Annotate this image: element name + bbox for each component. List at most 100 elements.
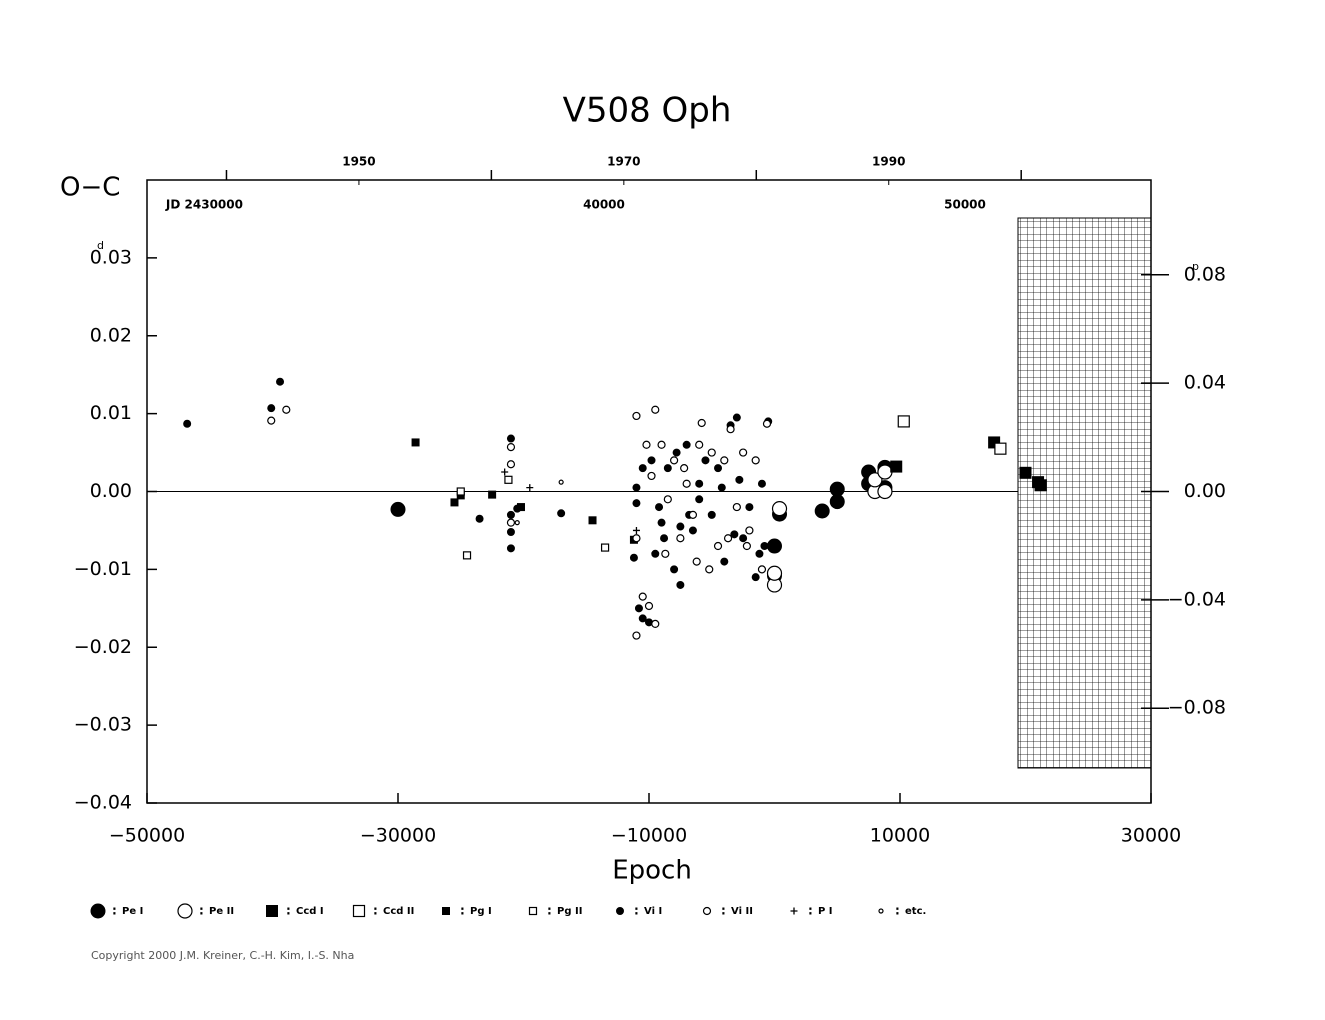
point (680, 464, 689, 473)
point (695, 440, 704, 449)
point (897, 415, 910, 428)
jd-label: 40000 (583, 198, 625, 212)
point (757, 565, 767, 574)
point (745, 526, 754, 535)
point (638, 614, 647, 623)
point (514, 520, 520, 526)
point (655, 503, 664, 512)
legend-label: Pe I (122, 906, 143, 917)
legend-marker (266, 905, 278, 917)
point (695, 479, 704, 488)
y-tick-label: −0.03 (74, 714, 132, 736)
year-label: 1990 (872, 155, 905, 169)
point (670, 565, 679, 574)
point (829, 481, 845, 497)
point (390, 501, 406, 517)
point (632, 499, 641, 508)
point (411, 438, 420, 447)
point (657, 518, 666, 527)
legend-separator: : (721, 904, 726, 918)
point (663, 495, 672, 504)
point (504, 475, 513, 484)
point (663, 464, 672, 473)
x-tick-label: −50000 (109, 825, 185, 847)
point (638, 592, 647, 601)
y-unit: d (97, 239, 104, 252)
legend-marker (442, 907, 450, 915)
point (720, 456, 729, 465)
x-tick-label: −10000 (611, 825, 687, 847)
point (767, 538, 782, 554)
point (713, 541, 723, 551)
point (745, 503, 754, 512)
point (642, 440, 651, 449)
point (558, 479, 564, 485)
point (651, 549, 660, 558)
point (488, 490, 497, 499)
y-tick-label: −0.01 (74, 558, 132, 580)
jd-label: JD 2430000 (165, 198, 243, 212)
legend-marker (177, 903, 193, 919)
point (682, 479, 691, 488)
legend-label: Vi II (731, 906, 753, 917)
x-axis-label: Epoch (612, 856, 692, 886)
point (705, 565, 714, 574)
y2-tick-label: −0.08 (1168, 697, 1226, 719)
point (456, 487, 465, 496)
point (688, 526, 697, 535)
point (267, 404, 276, 413)
point (732, 502, 741, 512)
x-tick-label: 30000 (1121, 825, 1181, 847)
point (742, 541, 751, 551)
point (766, 565, 783, 581)
point (714, 464, 723, 473)
y-tick-label: −0.04 (74, 792, 132, 814)
copyright: Copyright 2000 J.M. Kreiner, C.-H. Kim, … (91, 949, 354, 962)
point (757, 479, 766, 488)
legend-separator: : (460, 904, 465, 918)
legend-marker (616, 907, 624, 915)
legend-separator: : (808, 904, 813, 918)
point (988, 436, 1001, 449)
y-tick-label: 0.00 (90, 480, 132, 502)
legend-separator: : (895, 904, 900, 918)
point (513, 504, 522, 513)
point (739, 448, 748, 457)
point (661, 549, 670, 558)
point (994, 442, 1007, 455)
point (526, 484, 534, 492)
legend-label: etc. (905, 906, 926, 917)
point (707, 448, 716, 457)
point (644, 601, 654, 611)
legend-separator: : (634, 904, 639, 918)
point (638, 464, 647, 473)
point (660, 534, 669, 543)
y-tick-label: 0.01 (90, 402, 132, 424)
point (732, 413, 741, 422)
point (676, 580, 685, 589)
legend-label: Pg II (557, 906, 582, 917)
point (739, 534, 748, 543)
point (267, 416, 276, 425)
legend-label: Ccd II (383, 906, 414, 917)
x-tick-label: 10000 (870, 825, 930, 847)
chart-title: V508 Oph (563, 91, 732, 131)
point (692, 557, 701, 566)
year-label: 1950 (342, 155, 375, 169)
point (751, 456, 760, 465)
point (760, 542, 769, 551)
legend-marker (90, 903, 106, 919)
point (688, 510, 698, 519)
y2-tick-label: 0.04 (1184, 372, 1226, 394)
point (632, 534, 641, 543)
point (588, 516, 597, 525)
legend-marker (702, 906, 712, 916)
point (735, 475, 744, 484)
point (506, 443, 516, 452)
x-tick-label: −30000 (360, 825, 436, 847)
legend-marker (878, 908, 884, 914)
point (506, 527, 515, 536)
point (717, 483, 726, 492)
point (462, 551, 472, 560)
